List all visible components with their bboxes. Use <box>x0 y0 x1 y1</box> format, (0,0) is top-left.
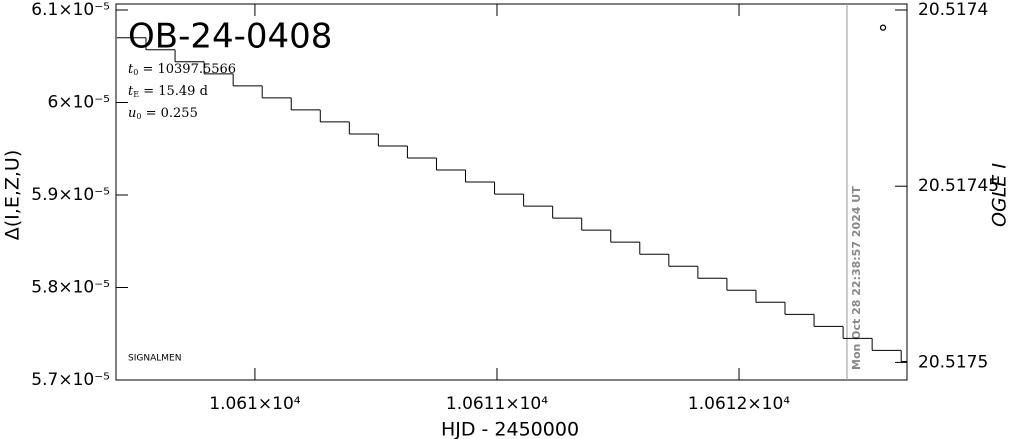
y2-axis-label: OGLE I <box>989 163 1011 227</box>
x-tick-label: 1.061×10⁴ <box>209 394 301 414</box>
y2-tick-label: 20.5174 <box>918 0 988 20</box>
chart-title: OB-24-0408 <box>128 17 332 57</box>
y2-tick-label: 20.51745 <box>918 176 999 196</box>
annotation-text: = 10397.5566 <box>138 62 236 77</box>
annotation-var: t <box>128 62 134 77</box>
annotation-var: u <box>128 106 136 121</box>
x-axis-label: HJD - 2450000 <box>441 419 579 439</box>
annotation-var: t <box>128 84 134 99</box>
y-tick-label: 6×10⁻⁵ <box>48 93 110 113</box>
annotation-sub: 0 <box>133 68 138 77</box>
y-tick-label: 5.9×10⁻⁵ <box>31 185 110 205</box>
annotation: tE = 15.49 d <box>128 84 208 100</box>
x-tick-label: 1.0612×10⁴ <box>688 394 790 414</box>
y-axis-label: Δ(I,E,Z,U) <box>2 150 24 240</box>
annotation-sub: E <box>133 90 139 99</box>
plot-frame <box>115 3 908 381</box>
y-tick-label: 6.1×10⁻⁵ <box>31 0 110 20</box>
annotation-text: = 15.49 d <box>139 84 208 99</box>
annotation-text: = 0.255 <box>141 106 197 121</box>
y2-tick-label: 20.5175 <box>918 352 988 372</box>
timestamp: Mon Oct 28 22:38:57 2024 UT <box>850 186 863 370</box>
y-tick-label: 5.7×10⁻⁵ <box>31 370 110 390</box>
data-point <box>879 24 887 31</box>
credit: SIGNALMEN <box>128 354 181 364</box>
annotation: u0 = 0.255 <box>128 106 198 122</box>
y-tick-label: 5.8×10⁻⁵ <box>31 278 110 298</box>
annotation: t0 = 10397.5566 <box>128 62 236 78</box>
annotation-sub: 0 <box>136 112 141 121</box>
x-tick-label: 1.0611×10⁴ <box>446 394 548 414</box>
